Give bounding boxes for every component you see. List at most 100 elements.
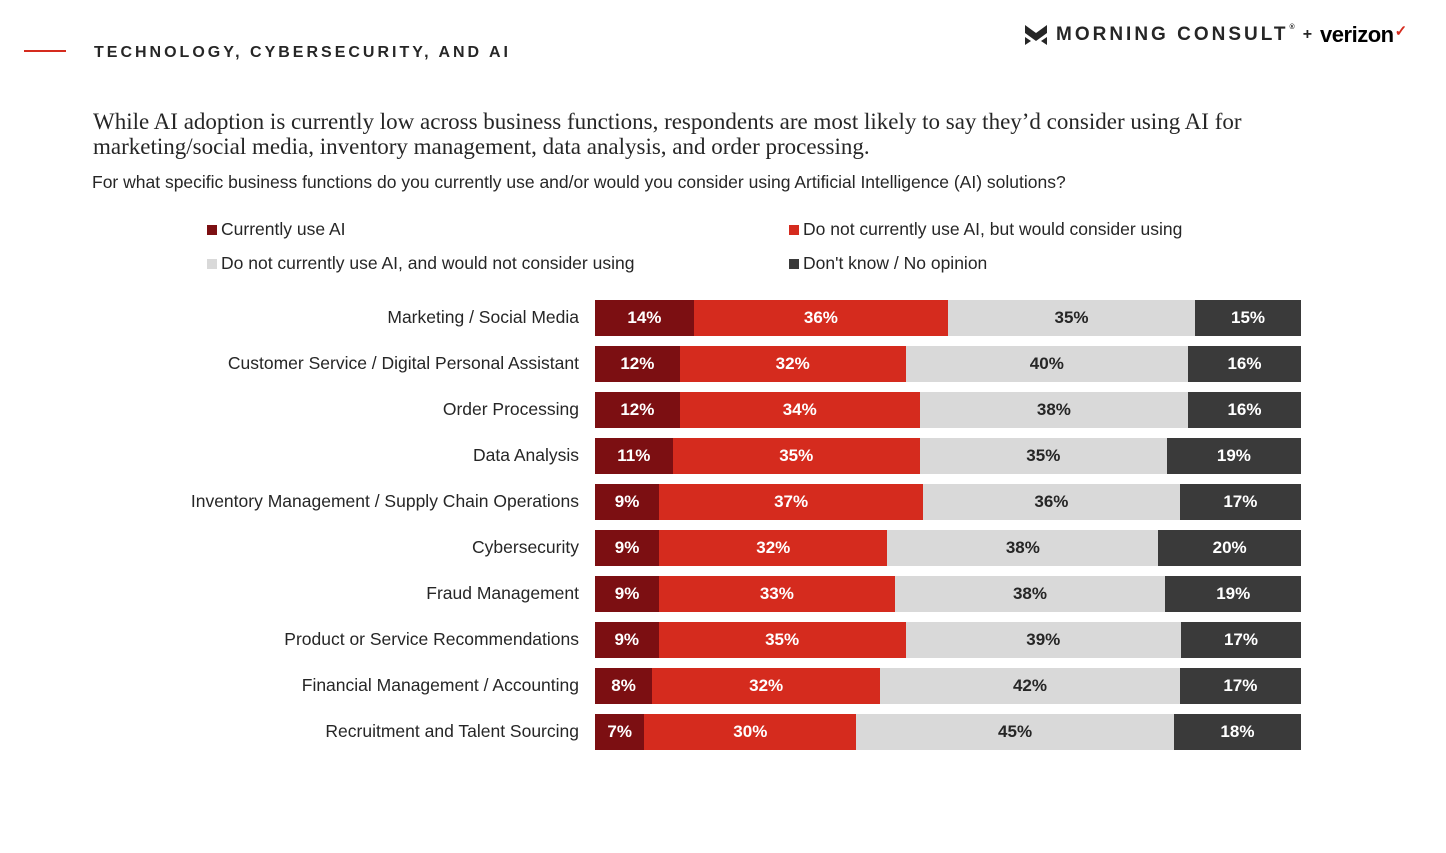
morning-consult-logo-icon xyxy=(1025,25,1047,45)
legend-item: Don't know / No opinion xyxy=(789,253,987,274)
section-accent-line xyxy=(24,50,66,52)
data-label: 32% xyxy=(775,354,810,373)
brand-morning-consult: MORNING CONSULT® xyxy=(1056,24,1295,45)
data-label: 9% xyxy=(614,538,640,557)
data-label: 37% xyxy=(774,492,809,511)
bar-segment: 40% xyxy=(905,346,1189,382)
category-label: Order Processing xyxy=(442,399,579,419)
bar-row: 8% 32% 42% 17% xyxy=(595,668,1301,704)
bar-segment: 35% xyxy=(947,300,1196,336)
legend-item: Do not currently use AI, and would not c… xyxy=(207,253,634,274)
data-label: 17% xyxy=(1223,492,1258,511)
section-title: TECHNOLOGY, CYBERSECURITY, AND AI xyxy=(94,44,511,61)
bar-segment: 12% xyxy=(595,392,680,428)
bar-segment: 19% xyxy=(1165,576,1301,612)
data-label: 36% xyxy=(1034,492,1069,511)
category-label: Financial Management / Accounting xyxy=(301,675,579,695)
bar-row: 9% 35% 39% 17% xyxy=(595,622,1301,658)
legend-label: Currently use AI xyxy=(221,219,346,239)
data-label: 16% xyxy=(1227,400,1262,419)
category-label: Inventory Management / Supply Chain Oper… xyxy=(190,491,579,511)
data-label: 12% xyxy=(620,354,655,373)
bar-segment: 35% xyxy=(672,438,920,474)
data-label: 18% xyxy=(1220,722,1255,741)
survey-question: For what specific business functions do … xyxy=(92,172,1066,192)
bar-row: 12% 32% 40% 16% xyxy=(595,346,1301,382)
data-label: 40% xyxy=(1029,354,1064,373)
legend-swatch xyxy=(207,258,217,269)
data-label: 45% xyxy=(998,722,1033,741)
data-label: 12% xyxy=(620,400,655,419)
legend-swatch xyxy=(789,258,799,269)
data-label: 15% xyxy=(1231,308,1266,327)
data-label: 34% xyxy=(782,400,817,419)
data-label: 7% xyxy=(607,722,632,741)
category-label: Marketing / Social Media xyxy=(387,307,579,327)
legend-label: Don't know / No opinion xyxy=(803,253,988,273)
data-label: 33% xyxy=(759,584,794,603)
data-label: 19% xyxy=(1216,584,1251,603)
bar-segment: 37% xyxy=(659,484,924,520)
data-label: 8% xyxy=(611,676,636,695)
category-label: Recruitment and Talent Sourcing xyxy=(325,721,579,741)
category-label: Data Analysis xyxy=(472,445,579,465)
data-label: 20% xyxy=(1212,538,1247,557)
bar-segment: 35% xyxy=(658,622,906,658)
bar-row: 7% 30% 45% 18% xyxy=(595,714,1301,750)
brand-plus: + xyxy=(1302,26,1313,43)
bar-segment: 32% xyxy=(679,346,906,382)
data-label: 30% xyxy=(733,722,768,741)
bar-segment: 8% xyxy=(595,668,653,704)
headline: While AI adoption is currently low acros… xyxy=(93,109,1242,159)
bar-row: 9% 37% 36% 17% xyxy=(595,484,1301,520)
bar-segment: 12% xyxy=(595,346,680,382)
category-label: Fraud Management xyxy=(426,583,579,603)
legend-swatch xyxy=(789,224,799,235)
data-label: 35% xyxy=(765,630,800,649)
data-label: 14% xyxy=(627,308,662,327)
legend-swatch xyxy=(207,224,217,235)
bar-segment: 7% xyxy=(595,714,645,750)
brand-logos: MORNING CONSULT® + verizon✓ xyxy=(1025,22,1407,48)
bar-segment: 16% xyxy=(1188,346,1301,382)
bar-segment: 9% xyxy=(595,576,660,612)
verizon-check-icon: ✓ xyxy=(1394,23,1408,40)
bar-segment: 9% xyxy=(595,530,660,566)
legend-label: Do not currently use AI, and would not c… xyxy=(221,253,635,273)
data-label: 35% xyxy=(1054,308,1089,327)
bar-segment: 38% xyxy=(919,392,1189,428)
data-label: 35% xyxy=(779,446,814,465)
bar-segment: 38% xyxy=(887,530,1159,566)
bar-segment: 42% xyxy=(880,668,1180,704)
bar-segment: 17% xyxy=(1179,668,1301,704)
bar-segment: 36% xyxy=(693,300,948,336)
bar-segment: 16% xyxy=(1188,392,1301,428)
bar-segment: 18% xyxy=(1173,714,1301,750)
data-label: 32% xyxy=(756,538,791,557)
legend-item: Currently use AI xyxy=(207,219,346,240)
data-label: 9% xyxy=(614,630,640,649)
bar-segment: 15% xyxy=(1195,300,1301,336)
bar-segment: 36% xyxy=(923,484,1180,520)
data-label: 9% xyxy=(614,492,640,511)
bar-segment: 39% xyxy=(905,622,1181,658)
bar-row: 14% 36% 35% 15% xyxy=(595,300,1301,336)
data-label: 38% xyxy=(1005,538,1040,557)
bar-segment: 34% xyxy=(679,392,920,428)
legend-item: Do not currently use AI, but would consi… xyxy=(789,219,1182,240)
data-label: 38% xyxy=(1036,400,1071,419)
bar-row: 12% 34% 38% 16% xyxy=(595,392,1301,428)
bar-segment: 32% xyxy=(652,668,881,704)
bar-segment: 32% xyxy=(659,530,888,566)
bar-segment: 14% xyxy=(595,300,694,336)
data-label: 17% xyxy=(1223,630,1258,649)
bar-segment: 17% xyxy=(1179,484,1301,520)
bar-segment: 9% xyxy=(595,484,660,520)
bar-segment: 9% xyxy=(595,622,659,658)
data-label: 11% xyxy=(617,446,651,465)
data-label: 35% xyxy=(1026,446,1061,465)
data-label: 38% xyxy=(1012,584,1047,603)
data-label: 36% xyxy=(803,308,838,327)
bar-segment: 38% xyxy=(894,576,1166,612)
data-label: 32% xyxy=(749,676,784,695)
